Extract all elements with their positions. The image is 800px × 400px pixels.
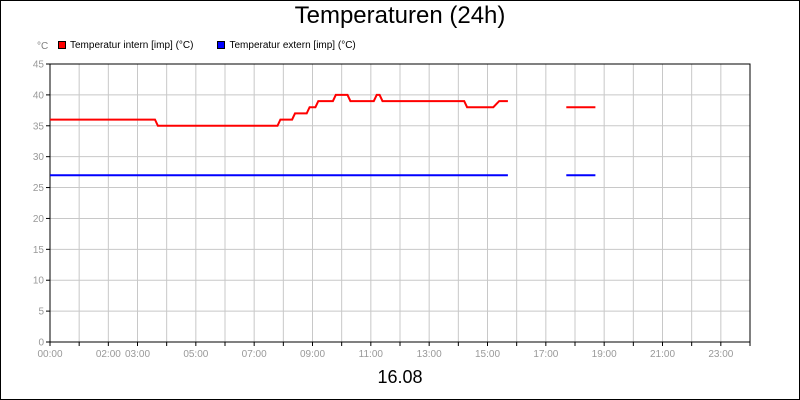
x-tick-label: 07:00	[242, 349, 267, 360]
legend-swatch-intern	[58, 41, 66, 49]
y-tick-label: 30	[33, 152, 45, 163]
y-tick-label: 20	[33, 214, 45, 225]
y-tick-label: 40	[33, 90, 45, 101]
x-tick-label: 09:00	[300, 349, 325, 360]
y-tick-label: 25	[33, 183, 45, 194]
x-tick-label: 23:00	[708, 349, 733, 360]
y-tick-label: 5	[38, 307, 44, 318]
legend-label-extern: Temperatur extern [imp] (°C)	[229, 39, 356, 51]
x-tick-label: 15:00	[475, 349, 500, 360]
y-tick-label: 10	[33, 276, 45, 287]
legend-item-extern: Temperatur extern [imp] (°C)	[217, 39, 356, 51]
y-tick-label: 45	[33, 60, 45, 71]
x-axis-date-label: 16.08	[377, 367, 423, 387]
legend-label-intern: Temperatur intern [imp] (°C)	[70, 39, 194, 51]
x-tick-label: 05:00	[183, 349, 208, 360]
y-tick-label: 15	[33, 245, 45, 256]
x-tick-label: 19:00	[592, 349, 617, 360]
x-tick-label: 17:00	[533, 349, 558, 360]
x-tick-label: 13:00	[417, 349, 442, 360]
y-tick-label: 0	[38, 338, 44, 349]
x-tick-label: 03:00	[125, 349, 150, 360]
y-tick-label: 35	[33, 121, 45, 132]
x-tick-label: 02:00	[96, 349, 121, 360]
legend: Temperatur intern [imp] (°C) Temperatur …	[58, 38, 380, 52]
series-line-intern	[50, 93, 508, 127]
x-tick-label: 21:00	[650, 349, 675, 360]
legend-item-intern: Temperatur intern [imp] (°C)	[58, 40, 193, 51]
y-axis-unit: °C	[37, 41, 49, 52]
x-tick-label: 00:00	[37, 349, 62, 360]
x-tick-label: 11:00	[359, 349, 384, 360]
legend-swatch-extern	[217, 41, 226, 49]
chart-title: Temperaturen (24h)	[294, 2, 506, 29]
